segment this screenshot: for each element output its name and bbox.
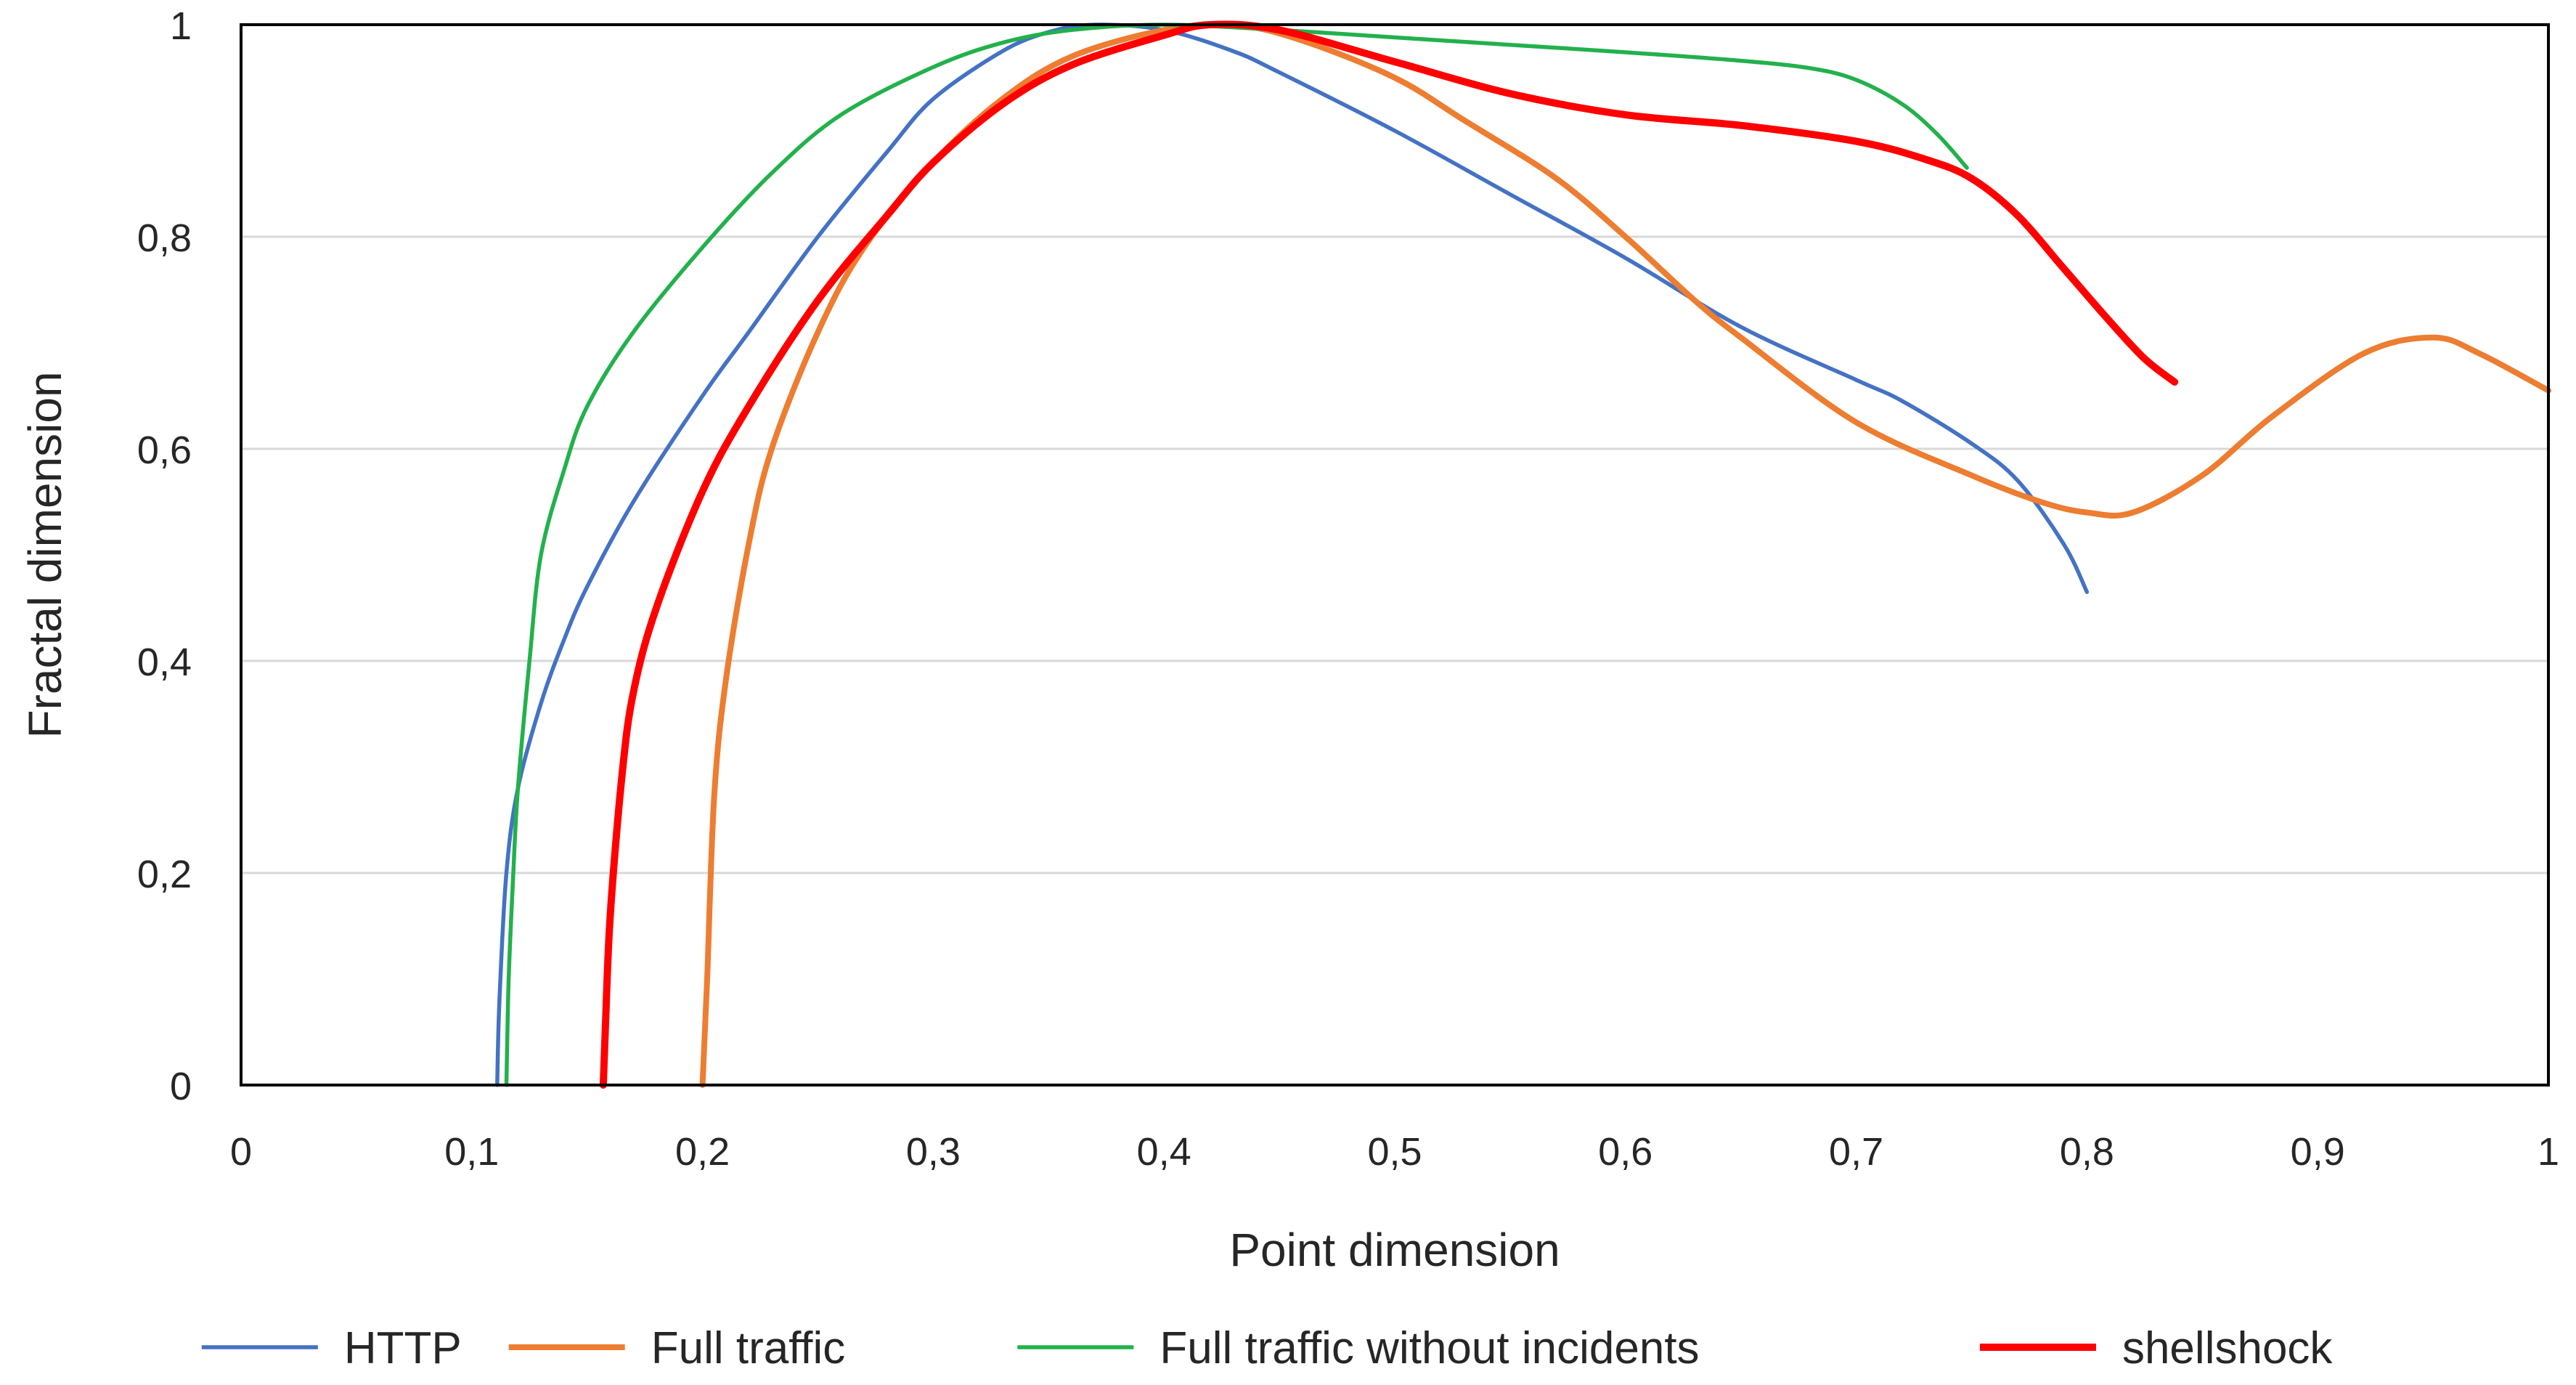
series-line-full-traffic-without-incidents — [504, 23, 1969, 1087]
x-tick-label: 0,1 — [444, 1130, 499, 1174]
y-axis-label: Fractal dimension — [19, 371, 71, 738]
y-tick-label: 0 — [170, 1065, 192, 1108]
x-tick-label: 0,6 — [1598, 1130, 1652, 1174]
x-tick-labels: 0 0,1 0,2 0,3 0,4 0,5 0,6 0,7 0,8 0,9 1 — [230, 1130, 2559, 1174]
x-tick-label: 1 — [2538, 1130, 2559, 1174]
x-tick-label: 0,7 — [1829, 1130, 1883, 1174]
grid-lines — [241, 23, 2548, 874]
y-tick-label: 1 — [170, 4, 192, 48]
y-tick-label: 0,4 — [137, 641, 192, 684]
x-tick-label: 0,3 — [906, 1130, 961, 1174]
x-tick-label: 0,2 — [675, 1130, 730, 1174]
y-tick-label: 0,2 — [137, 853, 192, 896]
x-tick-label: 0,9 — [2291, 1130, 2345, 1174]
plot-frame — [240, 23, 2550, 1087]
legend-label-full-traffic: Full traffic — [651, 1323, 846, 1373]
y-tick-labels: 0 0,2 0,4 0,6 0,8 1 — [137, 4, 192, 1108]
legend-label-full-traffic-without-incidents: Full traffic without incidents — [1159, 1323, 1699, 1373]
x-tick-label: 0,8 — [2060, 1130, 2114, 1174]
x-tick-label: 0,5 — [1367, 1130, 1422, 1174]
series-line-full-traffic — [699, 21, 2551, 1088]
x-axis-label: Point dimension — [1229, 1224, 1560, 1276]
x-tick-label: 0 — [230, 1130, 252, 1174]
legend-label-shellshock: shellshock — [2122, 1323, 2333, 1373]
legend-label-http: HTTP — [344, 1323, 462, 1373]
series-line-http — [495, 23, 2090, 1087]
legend: HTTP Full traffic Full traffic without inc… — [201, 1323, 2333, 1373]
x-tick-label: 0,4 — [1137, 1130, 1191, 1174]
series-line-shellshock — [599, 20, 2179, 1089]
y-tick-label: 0,6 — [137, 429, 192, 472]
series-lines — [495, 20, 2551, 1089]
y-tick-label: 0,8 — [137, 216, 192, 260]
